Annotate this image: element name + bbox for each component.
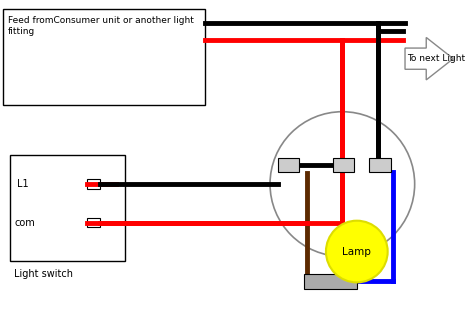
Polygon shape xyxy=(405,38,453,80)
Bar xyxy=(369,158,391,172)
Bar xyxy=(9,155,125,261)
Bar xyxy=(304,274,357,289)
Text: L1: L1 xyxy=(18,179,29,189)
Bar xyxy=(278,158,299,172)
Text: Light switch: Light switch xyxy=(15,269,73,279)
Text: Lamp: Lamp xyxy=(342,246,371,257)
Bar xyxy=(87,218,100,228)
Text: To next Light: To next Light xyxy=(407,54,465,63)
Bar xyxy=(333,158,354,172)
Circle shape xyxy=(326,221,388,283)
Text: com: com xyxy=(15,218,35,228)
Bar xyxy=(87,179,100,189)
Bar xyxy=(3,9,205,105)
Text: Feed fromConsumer unit or another light
fitting: Feed fromConsumer unit or another light … xyxy=(8,16,193,36)
